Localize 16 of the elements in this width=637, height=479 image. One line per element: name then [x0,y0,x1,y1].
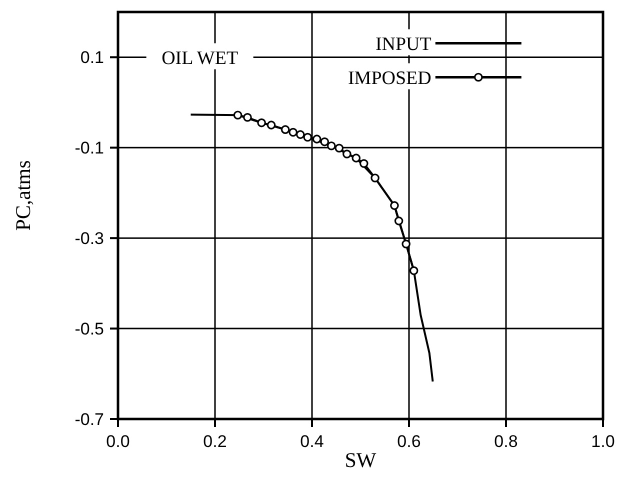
x-axis-title: SW [344,448,376,472]
y-tick-label: -0.3 [74,229,104,248]
y-tick-label: -0.7 [74,410,104,429]
text: OIL WET [162,48,238,70]
x-tick-label: 0.4 [300,432,324,451]
x-tick-label: 0.2 [203,432,227,451]
x-tick-label: 0.6 [397,432,421,451]
x-tick-label: 0.8 [494,432,518,451]
x-tick-label: 1.0 [591,432,615,451]
legend-label: IMPOSED [348,68,432,90]
x-tick-label: 0.0 [106,432,130,451]
y-tick-label: -0.1 [74,138,104,158]
y-tick-label: 0.1 [80,48,104,68]
y-axis-title: PC,atms [11,160,35,231]
legend-label: INPUT [375,34,432,56]
y-tick-label: -0.5 [74,320,104,339]
